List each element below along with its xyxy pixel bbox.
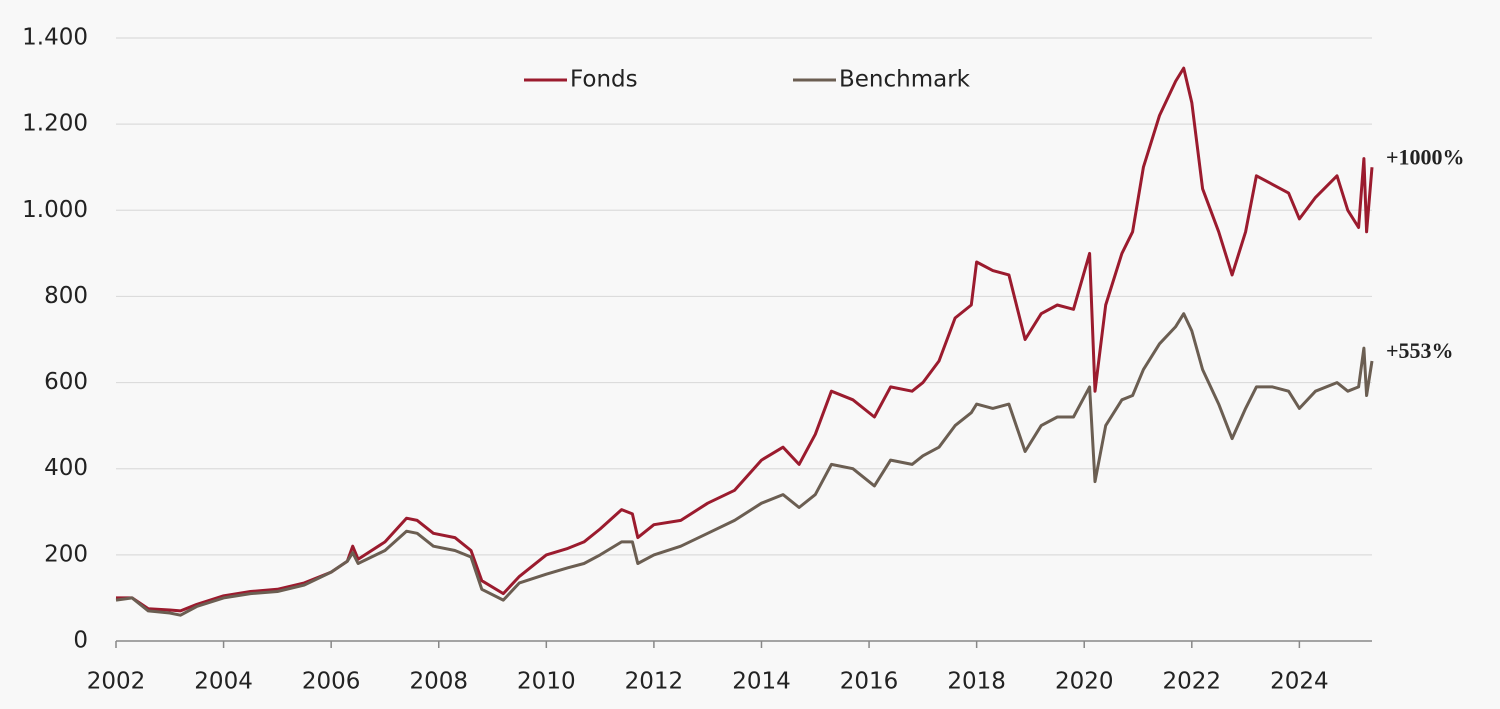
x-tick-label: 2002 — [87, 669, 146, 695]
x-tick-label: 2010 — [517, 669, 576, 695]
y-tick-label: 800 — [44, 283, 88, 309]
y-tick-label: 400 — [44, 455, 88, 481]
y-tick-label: 1.200 — [22, 111, 88, 137]
series-line — [116, 66, 1374, 613]
x-tick-label: 2006 — [302, 669, 361, 695]
x-tick-label: 2024 — [1270, 669, 1329, 695]
x-tick-label: 2008 — [409, 669, 468, 695]
legend-label: Benchmark — [839, 67, 971, 93]
x-tick-label: 2014 — [732, 669, 791, 695]
x-tick-label: 2020 — [1055, 669, 1114, 695]
y-tick-label: 1.400 — [22, 25, 88, 51]
y-tick-label: 1.000 — [22, 197, 88, 223]
y-tick-label: 200 — [44, 541, 88, 567]
legend-label: Fonds — [570, 67, 638, 93]
series-line — [115, 312, 1374, 617]
x-tick-label: 2016 — [840, 669, 899, 695]
x-tick-label: 2018 — [947, 669, 1006, 695]
x-tick-label: 2012 — [625, 669, 684, 695]
annotation: +553% — [1386, 338, 1454, 363]
y-tick-label: 600 — [44, 369, 88, 395]
annotation: +1000% — [1386, 144, 1465, 169]
y-tick-label: 0 — [73, 628, 88, 654]
x-tick-label: 2022 — [1163, 669, 1222, 695]
x-tick-label: 2004 — [194, 669, 253, 695]
